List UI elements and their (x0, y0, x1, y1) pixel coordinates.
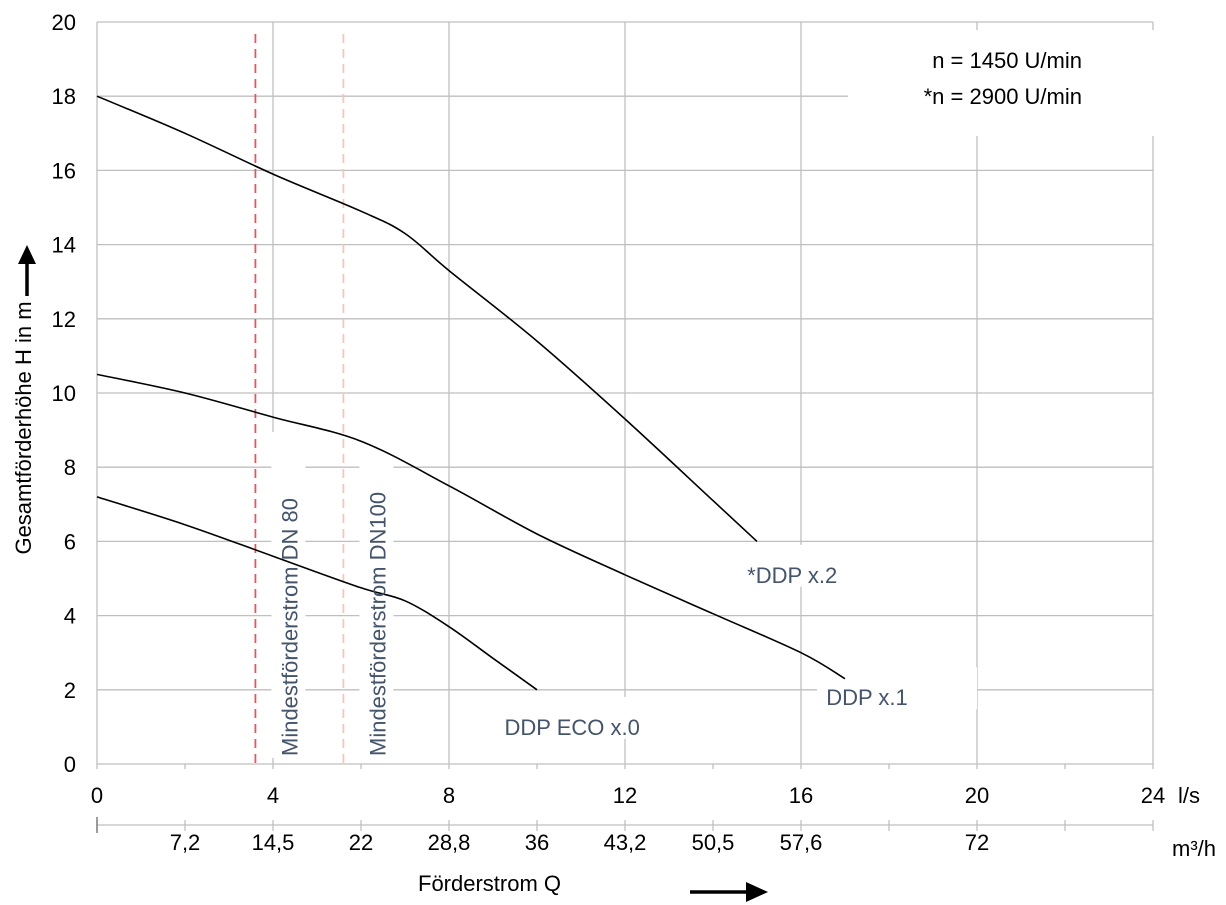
y-tick-label: 0 (64, 752, 76, 777)
x-tick-label: 24 (1141, 783, 1165, 808)
series-label: *DDP x.2 (747, 563, 837, 588)
secondary-tick-label: 57,6 (780, 830, 823, 855)
series-line (96, 496, 538, 691)
minimum-flow-label: Mindestförderstrom DN 80 (277, 498, 302, 756)
secondary-tick-label: 72 (965, 830, 989, 855)
y-tick-label: 2 (64, 678, 76, 703)
y-tick-label: 12 (52, 307, 76, 332)
marker-label-background (271, 432, 306, 758)
series-label: DDP x.1 (826, 685, 908, 710)
secondary-tick-label: 28,8 (428, 830, 471, 855)
series-label-background (742, 544, 861, 587)
y-tick-label: 14 (52, 233, 76, 258)
x-tick-label: 12 (613, 783, 637, 808)
secondary-tick-label: 7,2 (170, 830, 201, 855)
x-tick-label: 16 (789, 783, 813, 808)
secondary-tick-label: 36 (525, 830, 549, 855)
y-tick-label: 6 (64, 529, 76, 554)
annotation-speed-2900: *n = 2900 U/min (924, 84, 1082, 109)
x-axis-arrow-icon (690, 882, 768, 902)
y-tick-label: 10 (52, 381, 76, 406)
annotation-background (848, 30, 1154, 136)
vertical-markers (254, 34, 345, 764)
series-line (96, 373, 846, 680)
x-tick-label: 20 (965, 783, 989, 808)
series-label-background (817, 667, 977, 710)
series-label-background (502, 696, 693, 739)
label-backgrounds (271, 30, 1154, 758)
secondary-tick-label: 50,5 (692, 830, 735, 855)
y-tick-label: 18 (52, 84, 76, 109)
x-tick-label: 0 (91, 783, 103, 808)
minimum-flow-label: Mindestförderstrom DN100 (365, 492, 390, 756)
labels: n = 1450 U/min *n = 2900 U/min Gesamtför… (11, 10, 1216, 896)
y-axis-title: Gesamtförderhöhe H in m (11, 301, 36, 554)
y-tick-label: 8 (64, 455, 76, 480)
secondary-tick-label: 22 (349, 830, 373, 855)
y-axis-arrow-icon (18, 245, 36, 296)
secondary-tick-label: 43,2 (604, 830, 647, 855)
x-unit-secondary: m³/h (1172, 836, 1216, 861)
x-tick-label: 8 (443, 783, 455, 808)
series-label: DDP ECO x.0 (505, 715, 640, 740)
annotation-speed-1450: n = 1450 U/min (932, 48, 1082, 73)
y-tick-label: 20 (52, 10, 76, 35)
x-tick-label: 4 (267, 783, 279, 808)
series (96, 95, 846, 691)
secondary-tick-label: 14,5 (252, 830, 295, 855)
x-unit-primary: l/s (1178, 783, 1200, 808)
series-line (96, 95, 758, 542)
y-tick-label: 4 (64, 604, 76, 629)
x-axis-title: Förderstrom Q (418, 871, 561, 896)
y-tick-label: 16 (52, 158, 76, 183)
